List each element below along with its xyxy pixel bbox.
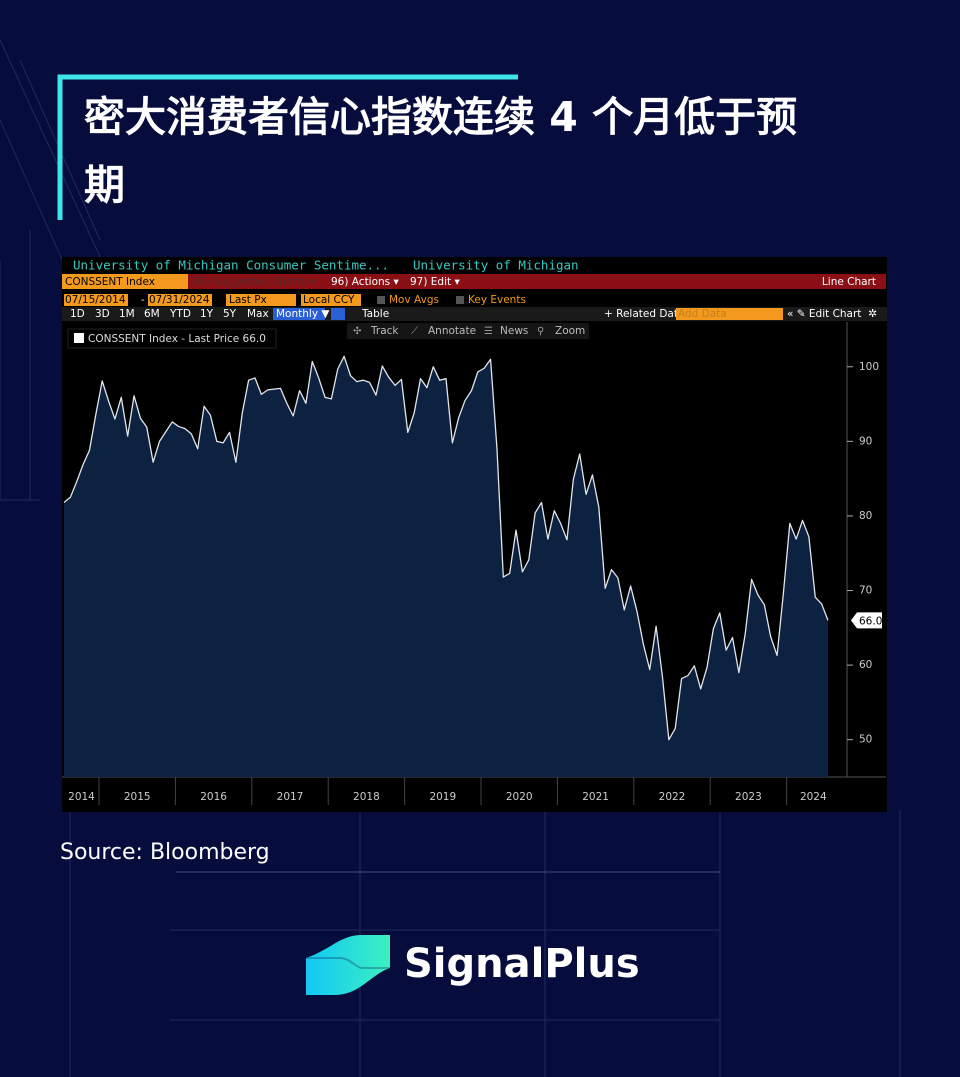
title: 期 bbox=[84, 161, 125, 209]
legend-label: CONSSENT Index - Last Price 66.0 bbox=[88, 333, 266, 345]
x-tick-label: 2015 bbox=[124, 791, 151, 803]
brand: SignalPlus bbox=[404, 941, 640, 987]
last-value-tag bbox=[851, 612, 882, 629]
icon-button[interactable] bbox=[331, 308, 345, 320]
currency[interactable]: Local CCY bbox=[303, 294, 355, 306]
x-tick-label: 2018 bbox=[353, 791, 380, 803]
source-name: University of Michigan bbox=[413, 258, 579, 273]
toolbar: ✣ Track ⟋ Annotate ☰ News ⚲ Zoom bbox=[347, 323, 589, 339]
frequency[interactable]: Monthly ▼ bbox=[276, 308, 330, 320]
area-fill bbox=[64, 356, 828, 777]
tool-icon[interactable]: ☰ bbox=[484, 326, 493, 337]
logo-mark bbox=[306, 935, 390, 995]
legend-swatch bbox=[74, 333, 84, 343]
tool-label[interactable]: Track bbox=[370, 325, 399, 337]
x-tick-label: 2017 bbox=[277, 791, 304, 803]
tool-icon[interactable]: ✣ bbox=[353, 326, 361, 337]
x-tick-label: 2016 bbox=[200, 791, 227, 803]
logo-detail bbox=[306, 957, 390, 969]
y-tick-label: 60 bbox=[859, 659, 872, 671]
x-tick-label: 2022 bbox=[659, 791, 686, 803]
actions-menu[interactable]: 96) Actions ▾ bbox=[331, 276, 399, 288]
edit-chart[interactable]: « ✎ Edit Chart bbox=[787, 308, 861, 320]
y-tick-label: 70 bbox=[859, 585, 872, 597]
period-button[interactable]: 6M bbox=[144, 308, 160, 320]
legend bbox=[67, 328, 277, 349]
period-buttons: 1D 3D 1M 6M YTD 1Y 5Y Max bbox=[70, 308, 269, 320]
tool-icon[interactable]: ⚲ bbox=[537, 326, 544, 337]
tool-button[interactable] bbox=[405, 323, 481, 339]
period-button[interactable]: 1D bbox=[70, 308, 85, 320]
menu-bar bbox=[188, 274, 886, 289]
line bbox=[63, 355, 829, 741]
date-box[interactable] bbox=[148, 294, 212, 306]
y-tick-label: 100 bbox=[859, 361, 879, 373]
tool-label[interactable]: Annotate bbox=[428, 325, 476, 337]
period-button[interactable]: 1M bbox=[119, 308, 135, 320]
suggested-charts[interactable]: 98) Suggested Charts ▾ bbox=[192, 276, 316, 288]
key-events[interactable]: Key Events bbox=[468, 294, 526, 306]
add-data-box[interactable] bbox=[676, 308, 783, 320]
period-button[interactable]: 5Y bbox=[223, 308, 237, 320]
chart-type: Line Chart bbox=[822, 276, 876, 288]
x-tick-label: 2020 bbox=[506, 791, 533, 803]
last-value-label: 66.0 bbox=[859, 615, 882, 627]
ticker: CONSSENT Index bbox=[65, 276, 155, 288]
checkbox[interactable] bbox=[456, 296, 464, 304]
edit-menu[interactable]: 97) Edit ▾ bbox=[410, 276, 460, 288]
related-data[interactable]: + Related Dat bbox=[604, 308, 678, 320]
x-tick-label: 2024 bbox=[800, 791, 827, 803]
plot: 50 60 70 80 90 100 2014 2015 2016 2017 2018 2019 202… bbox=[63, 355, 882, 805]
security-name: University of Michigan Consumer Sentime.… bbox=[73, 258, 389, 273]
y-tick-label: 50 bbox=[859, 734, 872, 746]
add-data[interactable]: Add Data bbox=[678, 308, 727, 320]
tool-button[interactable] bbox=[531, 323, 589, 339]
checkbox[interactable] bbox=[377, 296, 385, 304]
tool-button[interactable] bbox=[347, 323, 405, 339]
period-button[interactable]: YTD bbox=[169, 308, 191, 320]
period-button[interactable]: Max bbox=[247, 308, 269, 320]
frequency-box[interactable] bbox=[273, 308, 325, 320]
x-tick-label: 2021 bbox=[582, 791, 609, 803]
ticker-box bbox=[62, 274, 188, 289]
source: Source: Bloomberg bbox=[60, 840, 270, 865]
x-tick-label: 2014 bbox=[68, 791, 95, 803]
tool-button[interactable] bbox=[478, 323, 536, 339]
tool-label[interactable]: News bbox=[500, 325, 528, 337]
background-lines bbox=[0, 39, 901, 1077]
period-button[interactable]: 1Y bbox=[200, 308, 214, 320]
field[interactable]: Last Px bbox=[229, 294, 267, 306]
y-tick-label: 80 bbox=[859, 510, 872, 522]
title-bracket bbox=[57, 74, 518, 220]
table-button[interactable]: Table bbox=[361, 308, 389, 320]
settings-icon[interactable]: ✲ bbox=[868, 307, 877, 320]
dash: - bbox=[141, 295, 145, 306]
period-button[interactable]: 3D bbox=[95, 308, 110, 320]
date-box[interactable] bbox=[64, 294, 128, 306]
title: 密大消费者信心指数连续 4 个月低于预 bbox=[84, 93, 797, 141]
currency-box[interactable] bbox=[301, 294, 361, 306]
x-tick-label: 2019 bbox=[429, 791, 456, 803]
tool-icon[interactable]: ⟋ bbox=[411, 326, 418, 337]
start-date[interactable]: 07/15/2014 bbox=[65, 294, 126, 306]
field-box[interactable] bbox=[226, 294, 296, 306]
y-tick-label: 90 bbox=[859, 435, 872, 447]
tool-label[interactable]: Zoom bbox=[555, 325, 585, 337]
x-tick-label: 2023 bbox=[735, 791, 762, 803]
end-date[interactable]: 07/31/2024 bbox=[149, 294, 210, 306]
mov-avgs[interactable]: Mov Avgs bbox=[389, 294, 439, 306]
